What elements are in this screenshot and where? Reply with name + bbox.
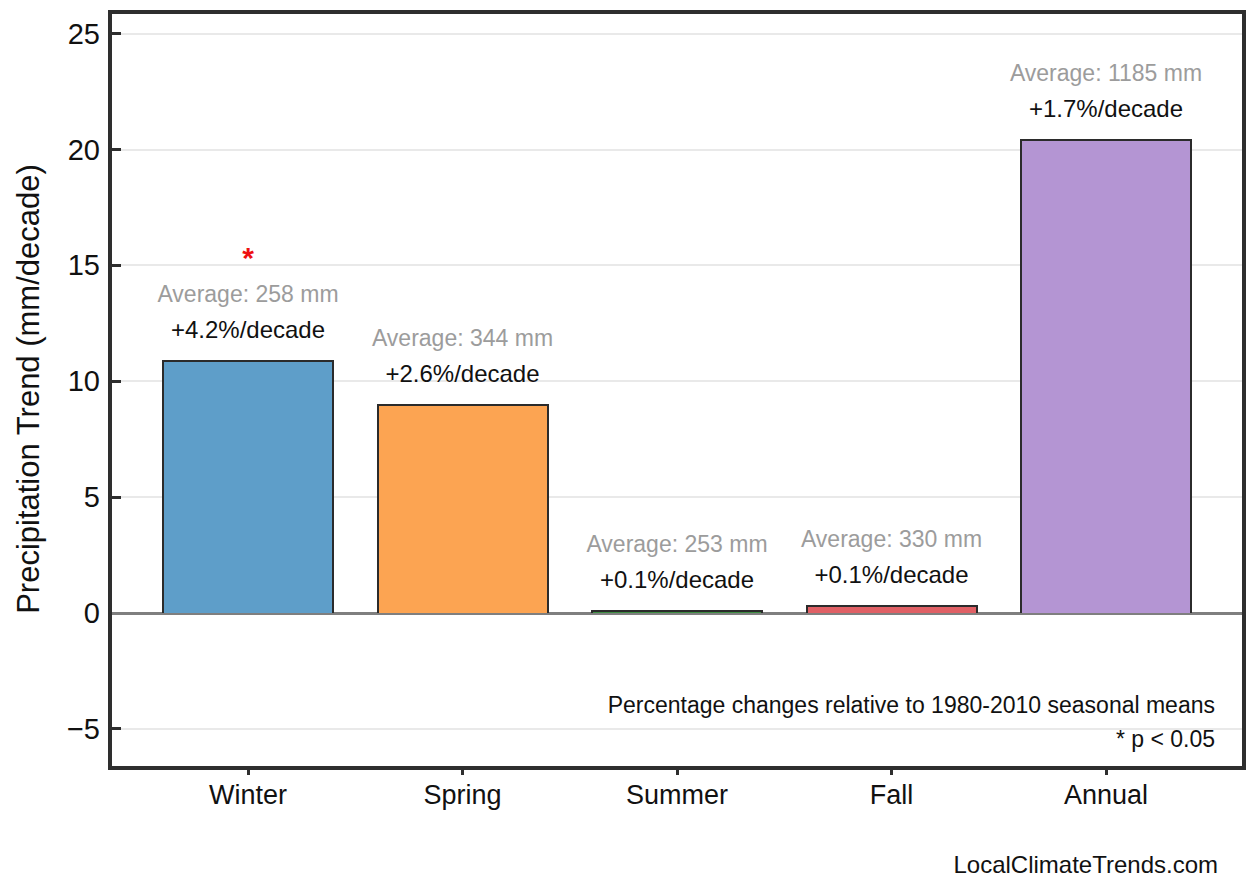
y-tick-label: 5	[30, 481, 100, 514]
x-tick-label-spring: Spring	[353, 780, 573, 811]
note-line-2: * p < 0.05	[608, 722, 1215, 756]
x-tick-label-summer: Summer	[567, 780, 787, 811]
x-tick-label-winter: Winter	[138, 780, 358, 811]
y-tick-label: 0	[30, 597, 100, 630]
y-tick-label: 20	[30, 134, 100, 167]
source-credit: LocalClimateTrends.com	[953, 851, 1218, 879]
precipitation-trend-chart: Precipitation Trend (mm/decade) 25201510…	[0, 0, 1258, 893]
y-tick-label: −5	[30, 713, 100, 746]
plot-area-border	[108, 10, 1246, 770]
x-tick-label-fall: Fall	[782, 780, 1002, 811]
note-line-1: Percentage changes relative to 1980-2010…	[608, 688, 1215, 722]
x-tick-label-annual: Annual	[996, 780, 1216, 811]
y-tick-label: 25	[30, 18, 100, 51]
chart-note: Percentage changes relative to 1980-2010…	[608, 688, 1215, 756]
y-tick-label: 10	[30, 365, 100, 398]
